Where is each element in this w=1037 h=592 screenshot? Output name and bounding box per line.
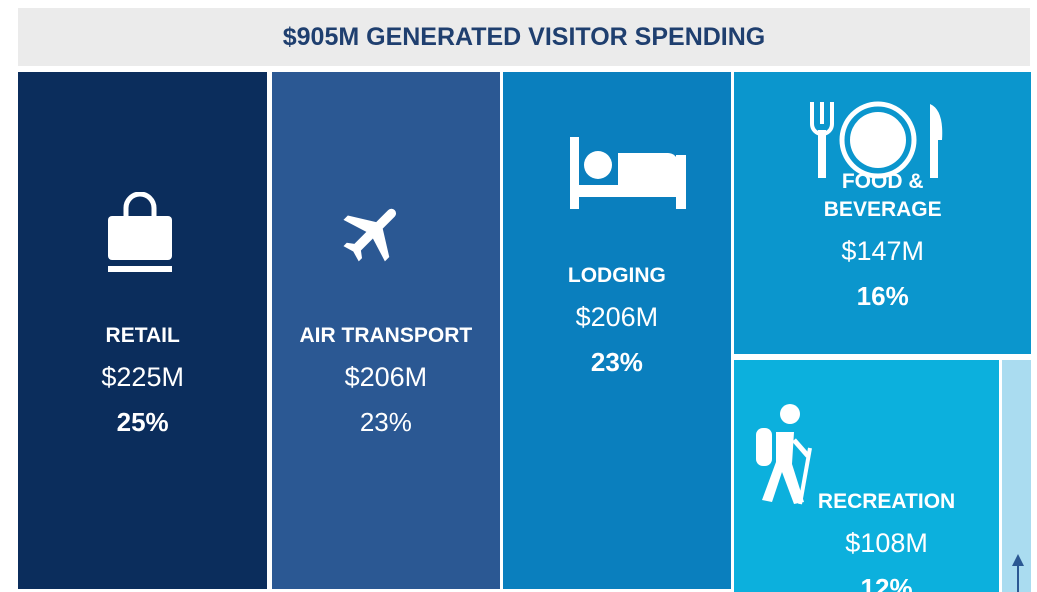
bed-icon — [570, 137, 686, 209]
tile-label: RETAIL $225M 25% — [18, 322, 267, 438]
tile — [1002, 360, 1032, 592]
share-label: 23% — [359, 407, 412, 437]
share-label: 16% — [856, 281, 909, 311]
retail-icon — [108, 192, 172, 272]
value-label: $225M — [101, 362, 184, 392]
tile: AIR TRANSPORT $206M 23% — [271, 72, 500, 589]
category-label: FOOD & BEVERAGE — [823, 170, 942, 221]
tile-label: FOOD & BEVERAGE $147M 16% — [734, 168, 1032, 312]
tile-label: AIR TRANSPORT $206M 23% — [272, 322, 500, 438]
category-label: AIR TRANSPORT — [299, 324, 473, 347]
arrow-icon — [1012, 554, 1024, 592]
tile-label: LODGING $206M 23% — [503, 262, 731, 378]
value-label: $108M — [845, 528, 928, 559]
plane-icon — [343, 208, 397, 262]
tile: LODGING $206M 23% — [502, 72, 731, 589]
title-bar: $905M GENERATED VISITOR SPENDING — [18, 8, 1030, 66]
hiker-icon — [756, 404, 812, 505]
tile: RETAIL $225M 25% — [18, 72, 268, 589]
share-label: 25% — [116, 407, 169, 437]
tile-label: RECREATION $108M 12% — [734, 488, 999, 592]
value-label: $206M — [575, 302, 659, 332]
category-label: LODGING — [567, 264, 666, 287]
value-label: $147M — [841, 236, 924, 266]
share-label: 12% — [860, 573, 913, 592]
chart-title: $905M GENERATED VISITOR SPENDING — [282, 22, 766, 51]
category-label: RETAIL — [105, 324, 180, 347]
dining-icon — [810, 101, 943, 179]
value-label: $206M — [344, 362, 428, 392]
share-label: 23% — [590, 347, 643, 377]
category-label: RECREATION — [817, 490, 956, 514]
